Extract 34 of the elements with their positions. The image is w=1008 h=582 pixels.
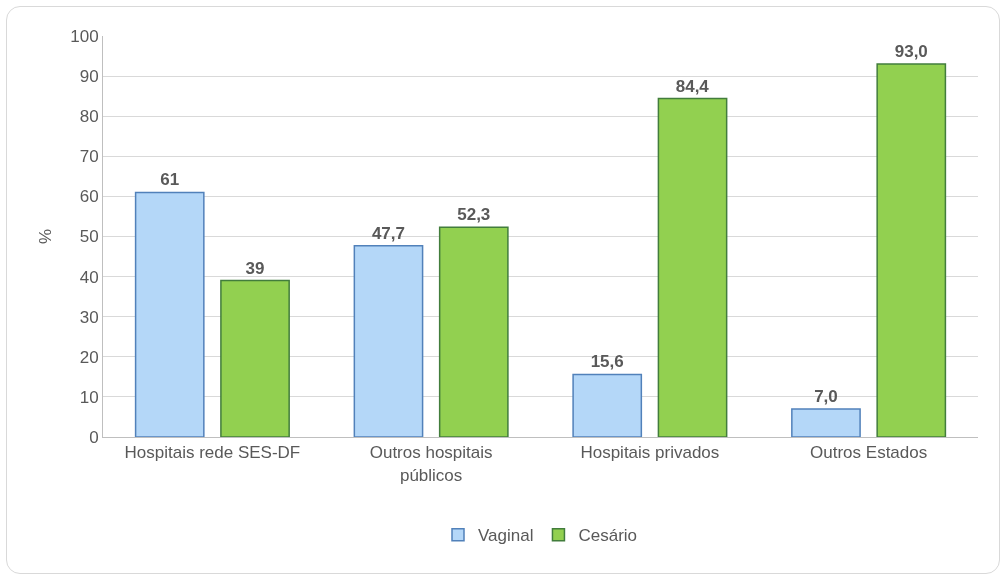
legend-label: Cesário — [578, 526, 638, 546]
bar — [438, 226, 509, 437]
data-label: 93,0 — [894, 42, 928, 62]
bar — [353, 244, 424, 437]
x-tick-label: Outros Estados — [810, 443, 928, 463]
bar — [876, 63, 947, 437]
legend-label: Vaginal — [478, 526, 534, 546]
x-tick-label: Hospitais rede SES-DF — [124, 443, 301, 463]
data-label: 84,4 — [675, 76, 710, 96]
data-label: 7,0 — [814, 386, 838, 406]
y-tick-label: 80 — [79, 107, 99, 127]
y-tick-label: 100 — [70, 26, 99, 46]
data-label: 61 — [160, 170, 180, 190]
y-tick-label: 30 — [79, 307, 99, 327]
bar — [572, 373, 643, 437]
y-tick-label: 70 — [79, 147, 99, 167]
bar — [134, 191, 205, 437]
data-label: 39 — [245, 258, 265, 278]
bar — [220, 279, 290, 437]
y-tick-label: 0 — [89, 427, 99, 447]
y-tick-label: 90 — [79, 67, 99, 87]
data-label: 52,3 — [457, 205, 491, 225]
y-tick-label: 50 — [79, 227, 99, 247]
y-tick-label: 40 — [79, 267, 99, 287]
bar — [791, 408, 861, 437]
bar — [657, 97, 728, 437]
y-tick-label: 20 — [79, 347, 99, 367]
y-tick-label: 60 — [79, 187, 99, 207]
data-label: 15,6 — [590, 352, 624, 372]
data-label: 47,7 — [371, 223, 406, 243]
y-axis-title: % — [35, 228, 55, 245]
x-tick-label: Hospitais privados — [580, 443, 720, 463]
x-tick-label: Outros hospitais públicos — [369, 443, 493, 485]
y-tick-label: 10 — [79, 387, 99, 407]
